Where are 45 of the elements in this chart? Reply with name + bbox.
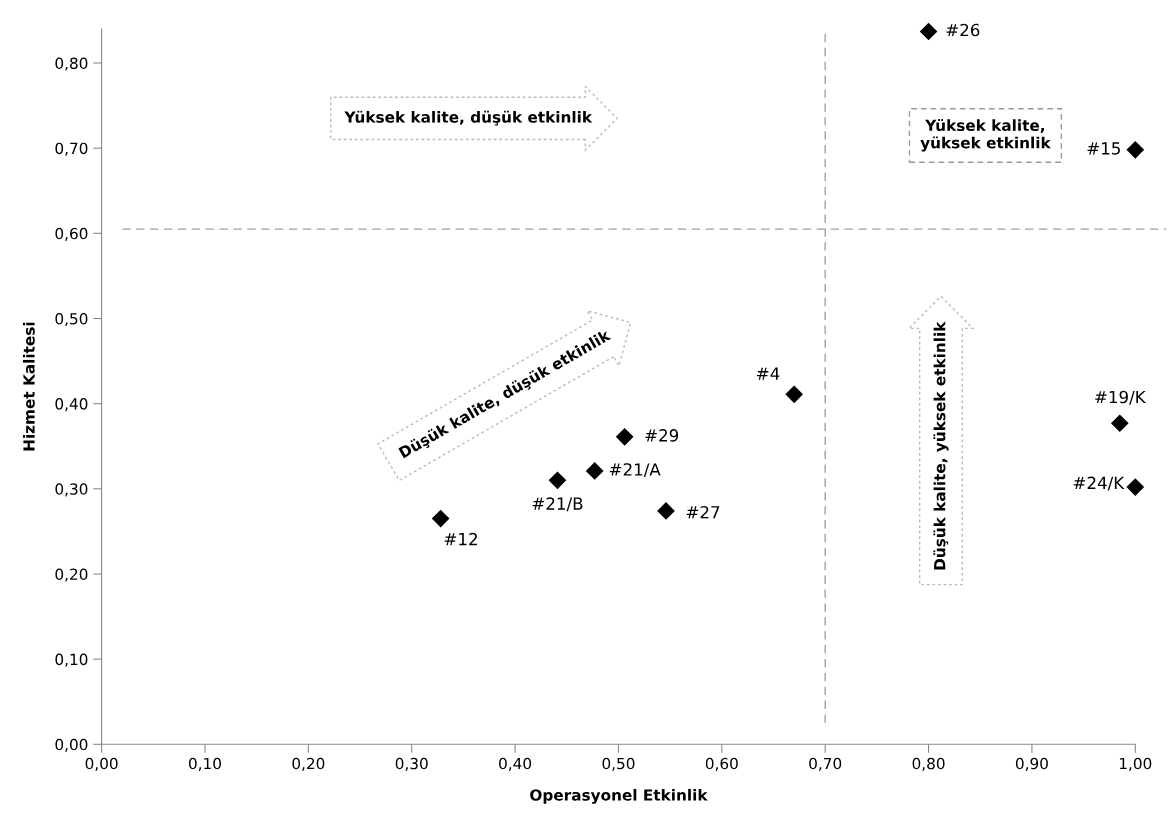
y-tick-label: 0,80 <box>55 57 88 71</box>
annotation: Yüksek kalite, yüksek etkinlik <box>920 119 1051 152</box>
point <box>616 428 634 446</box>
annotation: #24/K <box>1073 476 1125 491</box>
point <box>1126 141 1144 159</box>
annotation: #21/B <box>532 497 583 512</box>
point <box>548 471 567 489</box>
annotation: #12 <box>444 532 477 546</box>
y-tick-label: 0,50 <box>55 312 88 327</box>
annotation: #15 <box>1087 142 1120 155</box>
y-tick-label: 0,60 <box>55 227 88 241</box>
x-tick-label: 0,00 <box>85 757 118 771</box>
annotation: #29 <box>645 429 679 442</box>
point <box>657 502 675 520</box>
point <box>586 462 604 480</box>
x-tick-label: 0,70 <box>809 757 842 771</box>
point <box>785 385 803 403</box>
y-tick-label: 0,10 <box>55 653 88 667</box>
annotation: Yüksek kalite, düşük etkinlik <box>344 110 593 126</box>
annotation: #19/K <box>1095 390 1146 405</box>
point <box>1111 414 1129 432</box>
x-tick-label: 1,00 <box>1119 757 1152 771</box>
annotation: #27 <box>686 505 720 519</box>
y-axis-title: Hizmet Kalitesi <box>22 322 35 451</box>
x-tick-label: 0,40 <box>499 757 532 771</box>
x-tick-label: 0,30 <box>395 757 428 771</box>
x-tick-label: 0,50 <box>602 757 635 771</box>
y-tick-label: 0,00 <box>55 738 88 752</box>
x-tick-label: 0,20 <box>292 757 325 771</box>
point <box>432 510 450 528</box>
y-tick-label: 0,20 <box>55 568 88 582</box>
x-axis-title: Operasyonel Etkinlik <box>530 788 708 804</box>
annotation: #26 <box>946 23 980 37</box>
point <box>920 22 938 41</box>
y-tick-label: 0,30 <box>55 483 88 497</box>
annotation: Düşük kalite, yüksek etkinlik <box>933 321 949 570</box>
x-tick-label: 0,60 <box>705 757 738 771</box>
x-tick-label: 0,10 <box>188 757 221 771</box>
annotation: #4 <box>757 367 780 380</box>
x-tick-label: 0,90 <box>1015 757 1048 771</box>
y-tick-label: 0,40 <box>55 398 88 412</box>
annotation: #21/A <box>609 463 661 478</box>
x-tick-label: 0,80 <box>912 757 945 771</box>
y-tick-label: 0,70 <box>55 142 88 156</box>
point <box>1126 478 1144 496</box>
